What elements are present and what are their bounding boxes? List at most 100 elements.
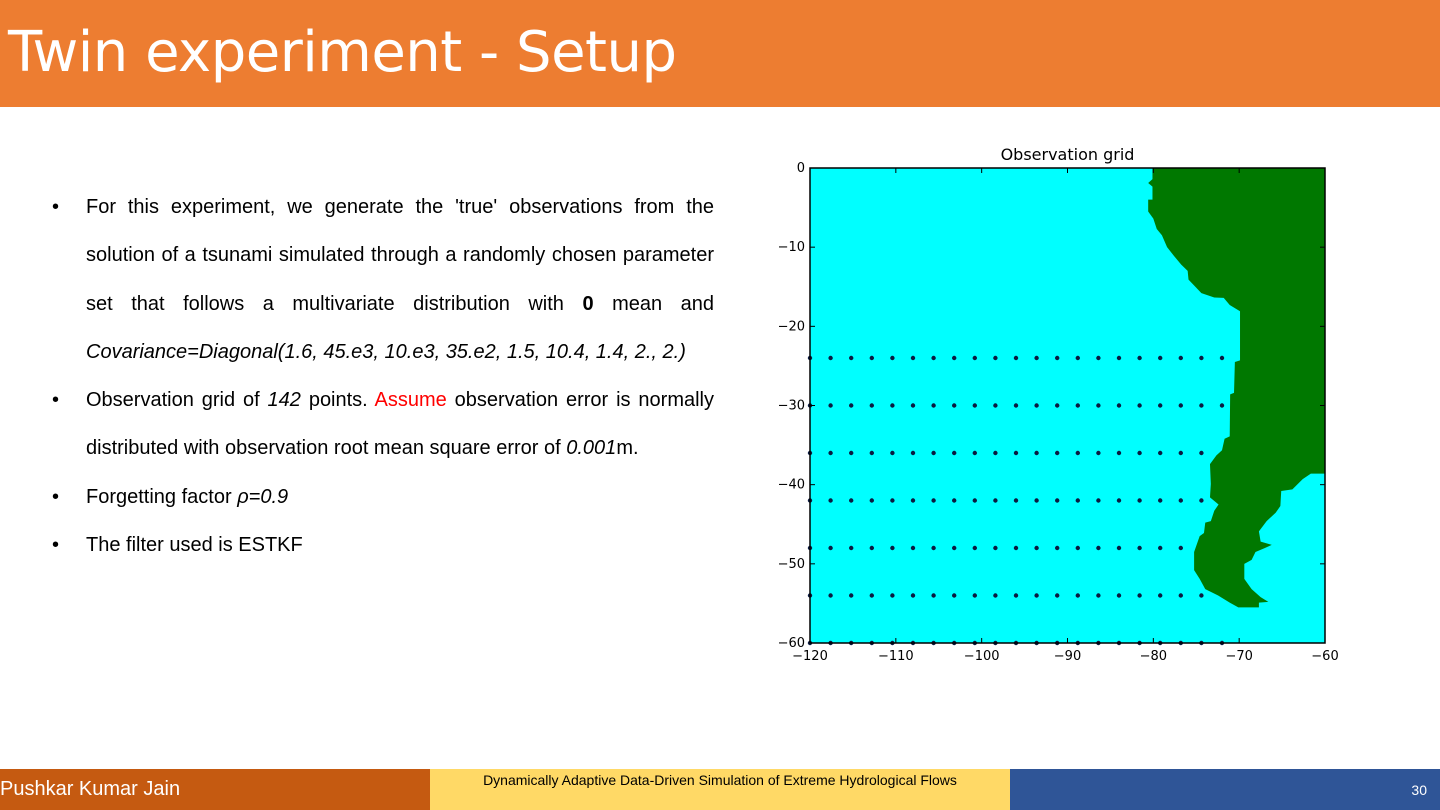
- observation-point: [931, 498, 936, 503]
- observation-point: [993, 403, 998, 408]
- observation-point: [890, 545, 895, 551]
- bullet-icon: •: [52, 534, 60, 557]
- observation-point: [931, 545, 936, 551]
- observation-point: [972, 355, 977, 361]
- observation-point: [1158, 498, 1163, 503]
- observation-point: [1013, 498, 1019, 503]
- observation-point: [931, 403, 936, 408]
- observation-point: [972, 545, 977, 551]
- observation-point: [1013, 403, 1019, 408]
- observation-point: [1178, 450, 1183, 456]
- observation-point: [1096, 355, 1101, 361]
- observation-point: [952, 403, 957, 408]
- y-tick-label: −60: [778, 636, 805, 651]
- observation-point: [1199, 498, 1204, 503]
- observation-point: [993, 593, 998, 598]
- observation-point: [849, 403, 854, 408]
- observation-point: [1096, 403, 1101, 408]
- bullet-text: Forgetting factor: [86, 485, 238, 508]
- observation-point: [910, 450, 916, 456]
- observation-point: [828, 545, 833, 551]
- observation-point: [1075, 593, 1080, 598]
- observation-point: [828, 355, 833, 361]
- observation-point: [1034, 498, 1039, 503]
- bullet-text: points.: [300, 389, 375, 412]
- observation-point: [1158, 593, 1163, 598]
- y-tick-label: −20: [778, 319, 805, 334]
- observation-point: [1055, 498, 1060, 503]
- observation-point: [931, 593, 936, 598]
- observation-point: [849, 545, 854, 551]
- observation-point: [869, 450, 874, 456]
- observation-point: [849, 450, 854, 456]
- observation-point: [1075, 450, 1080, 456]
- observation-point: [1137, 450, 1142, 456]
- bullet-list: • For this experiment, we generate the 't…: [52, 183, 714, 569]
- observation-point: [1034, 450, 1039, 456]
- observation-point: [1199, 403, 1204, 408]
- bullet-item: • Observation grid of 142 points. Assume …: [52, 376, 714, 473]
- observation-point: [1178, 593, 1183, 598]
- bullet-text: 0: [582, 292, 594, 315]
- observation-point: [1178, 498, 1183, 503]
- observation-point: [1013, 593, 1019, 598]
- observation-point: [1116, 545, 1122, 551]
- observation-point: [1055, 403, 1060, 408]
- observation-point: [1137, 545, 1142, 551]
- observation-point: [1034, 355, 1039, 361]
- observation-point: [993, 498, 998, 503]
- bullet-text: ρ=0.9: [237, 485, 289, 508]
- observation-point: [1096, 545, 1101, 551]
- observation-point: [890, 498, 895, 503]
- observation-point: [828, 498, 833, 503]
- observation-point: [1137, 355, 1142, 361]
- observation-point: [952, 593, 957, 598]
- observation-point: [931, 450, 936, 456]
- observation-point: [1034, 593, 1039, 598]
- land-area: [1148, 168, 1325, 608]
- x-tick-label: −80: [1140, 649, 1167, 664]
- observation-point: [1219, 403, 1225, 408]
- observation-point: [1116, 403, 1122, 408]
- observation-point: [1158, 545, 1163, 551]
- observation-point: [1096, 498, 1101, 503]
- y-tick-label: −50: [778, 557, 805, 572]
- y-tick-label: 0: [797, 161, 805, 176]
- observation-point: [972, 593, 977, 598]
- bullet-item: • Forgetting factor ρ=0.9: [52, 473, 714, 521]
- observation-point: [1116, 498, 1122, 503]
- observation-point: [1055, 545, 1060, 551]
- observation-point: [952, 450, 957, 456]
- bullet-item: • For this experiment, we generate the 't…: [52, 183, 714, 376]
- observation-point: [869, 403, 874, 408]
- observation-point: [890, 403, 895, 408]
- observation-point: [1199, 450, 1204, 456]
- observation-point: [1116, 593, 1122, 598]
- observation-point: [1178, 545, 1183, 551]
- observation-point: [993, 450, 998, 456]
- x-tick-label: −60: [1311, 649, 1338, 664]
- footer-project-panel: Dynamically Adaptive Data-Driven Simulat…: [430, 769, 1010, 810]
- observation-point: [1178, 355, 1183, 361]
- observation-grid-chart: Observation grid−120 −110 −100 −90 −80 −70 −60…: [778, 145, 1339, 664]
- observation-point: [1013, 450, 1019, 456]
- y-tick-label: −10: [778, 240, 805, 255]
- title-bar: Twin experiment - Setup: [0, 0, 1440, 107]
- bullet-text: For this experiment, we generate the 'tr…: [86, 196, 714, 315]
- observation-point: [1034, 545, 1039, 551]
- observation-point: [910, 593, 916, 598]
- observation-point: [952, 355, 957, 361]
- observation-point: [1137, 593, 1142, 598]
- observation-point: [869, 498, 874, 503]
- observation-point: [890, 355, 895, 361]
- footer-project-title: Dynamically Adaptive Data-Driven Simulat…: [483, 772, 957, 788]
- observation-point: [1055, 450, 1060, 456]
- x-tick-label: −100: [964, 649, 1000, 664]
- observation-point: [1075, 545, 1080, 551]
- observation-point: [849, 355, 854, 361]
- footer-page-panel: 30: [1010, 769, 1440, 810]
- observation-point: [993, 355, 998, 361]
- observation-point: [1075, 355, 1080, 361]
- bullet-text: observation error is normally distribute…: [86, 389, 714, 460]
- observation-point: [849, 593, 854, 598]
